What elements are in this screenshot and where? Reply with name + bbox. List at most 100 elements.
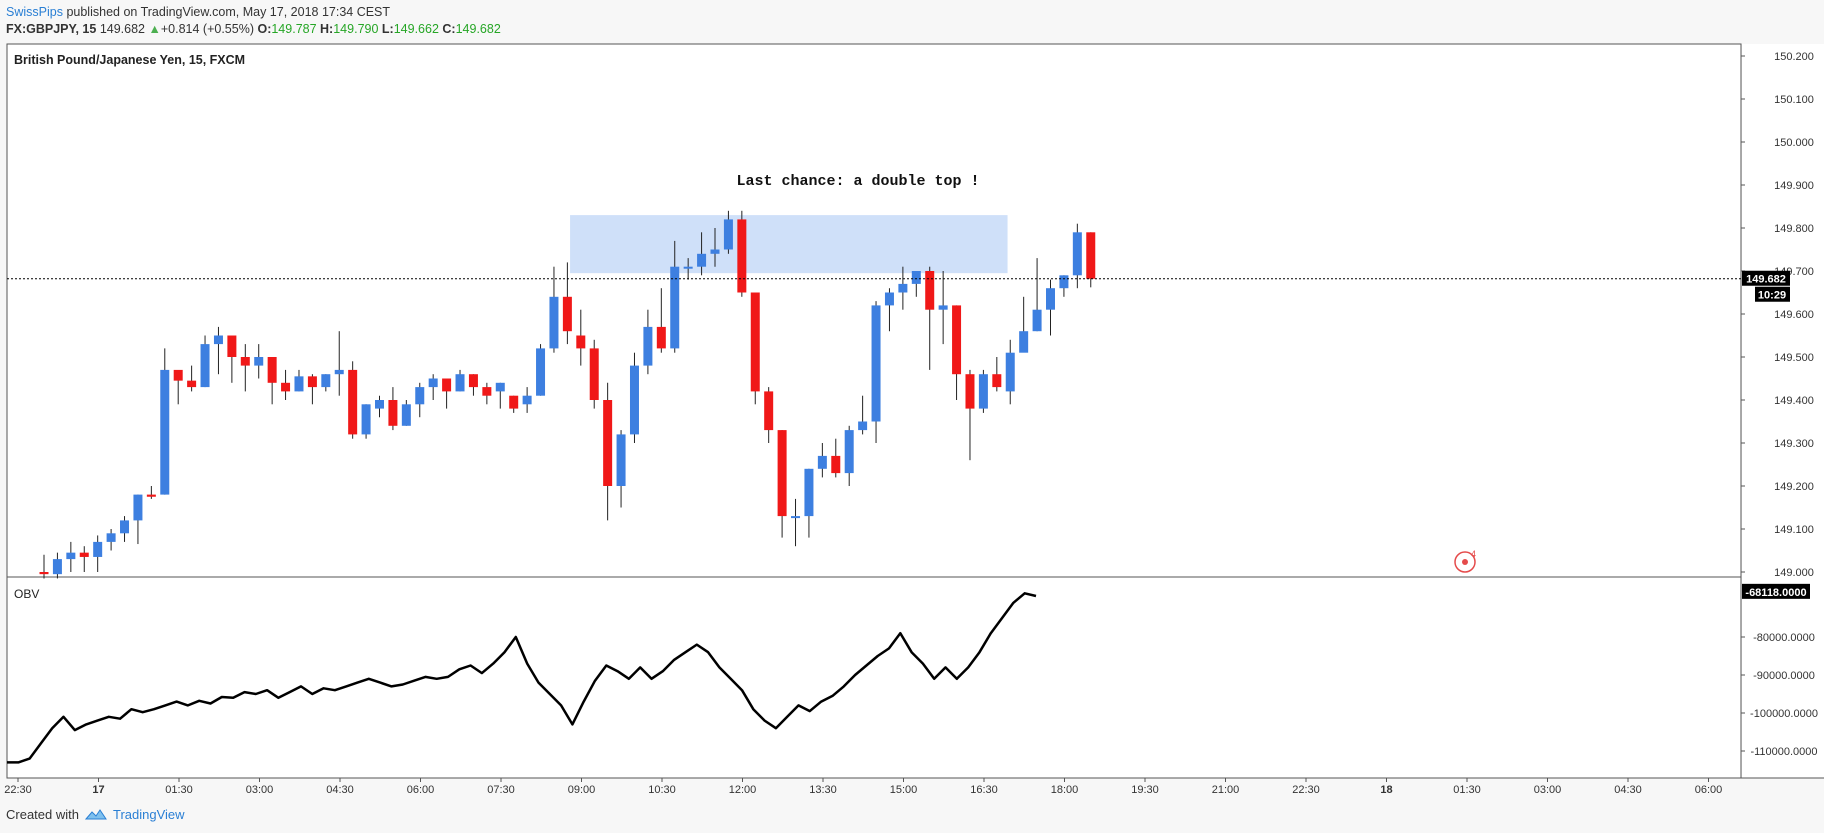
candle-body: [146, 494, 156, 497]
time-tick-label: 01:30: [165, 784, 193, 796]
time-tick-label: 18: [1380, 784, 1392, 796]
time-tick-label: 19:30: [1131, 784, 1159, 796]
time-tick-label: 17: [92, 784, 104, 796]
low-value: 149.662: [393, 22, 439, 36]
candle-body: [562, 296, 572, 332]
obv-tick-label: -80000.0000: [1753, 632, 1815, 644]
candle-body: [240, 357, 250, 366]
candle-body: [1059, 275, 1069, 289]
last-price-label: 149.682: [1746, 274, 1786, 286]
time-tick-label: 06:00: [407, 784, 435, 796]
time-tick-label: 15:00: [890, 784, 918, 796]
candle-body: [858, 421, 868, 431]
candle-body: [455, 374, 465, 392]
countdown-box: [1755, 286, 1790, 302]
candle-body: [428, 378, 438, 388]
candle-body: [804, 468, 814, 517]
candle-body: [106, 533, 116, 542]
candle-body: [321, 374, 331, 388]
alert-marker-icon[interactable]: 4: [1454, 549, 1476, 573]
candle-body: [200, 344, 210, 388]
price-tick-label: 150.100: [1774, 94, 1814, 106]
author-link[interactable]: SwissPips: [6, 5, 63, 19]
obv-tick-label: -100000.0000: [1750, 708, 1818, 720]
candle-body: [844, 430, 854, 474]
candle-body: [227, 335, 237, 357]
price-tick-label: 150.200: [1774, 51, 1814, 63]
low-label: L:: [381, 22, 394, 36]
close-label: C:: [442, 22, 456, 36]
time-tick-label: 09:00: [568, 784, 596, 796]
candle-body: [764, 391, 774, 431]
open-value: 149.787: [271, 22, 317, 36]
high-label: H:: [320, 22, 334, 36]
candle-body: [348, 369, 358, 435]
price-tick-label: 149.500: [1774, 352, 1814, 364]
time-tick-label: 16:30: [970, 784, 998, 796]
candle-body: [522, 395, 532, 405]
candle-body: [281, 382, 291, 392]
candle-body: [173, 369, 183, 381]
candle-body: [213, 335, 223, 345]
price-tick-label: 149.600: [1774, 309, 1814, 321]
candle-body: [1032, 309, 1042, 332]
chart-canvas[interactable]: 150.200 150.100 150.000 149.900 149.800 149.7…: [0, 0, 1824, 800]
high-value: 149.790: [333, 22, 379, 36]
obv-line: [7, 592, 1037, 764]
candle-body: [898, 283, 908, 293]
candle-body: [884, 292, 894, 306]
candle-body: [643, 326, 653, 366]
obv-tick-label: -90000.0000: [1753, 670, 1815, 682]
chart-title: British Pound/Japanese Yen, 15, FXCM: [14, 53, 245, 67]
price-value: 149.682: [99, 22, 145, 36]
candle-body: [911, 271, 921, 284]
candle-body: [388, 400, 398, 426]
candle-body: [160, 369, 170, 495]
close-value: 149.682: [455, 22, 501, 36]
double-top-zone: [570, 215, 1008, 274]
obv-last-label: -68118.0000: [1745, 587, 1806, 599]
price-tick-label: 149.000: [1774, 567, 1814, 579]
chart-header: SwissPips published on TradingView.com, …: [6, 4, 501, 36]
candle-body: [616, 434, 626, 486]
candle-body: [710, 249, 720, 254]
candle-body: [415, 387, 425, 405]
price-tick-label: 149.300: [1774, 438, 1814, 450]
publish-line: SwissPips published on TradingView.com, …: [6, 4, 390, 20]
price-tick-label: 149.200: [1774, 481, 1814, 493]
candle-body: [1072, 232, 1082, 276]
price-tick-label: 149.900: [1774, 180, 1814, 192]
last-price-box: [1742, 270, 1790, 286]
price-tick-label: 150.000: [1774, 137, 1814, 149]
time-tick-label: 13:30: [809, 784, 837, 796]
candle-body: [978, 374, 988, 409]
candle-body: [697, 253, 707, 267]
candle-body: [589, 348, 599, 400]
time-tick-label: 22:30: [4, 784, 32, 796]
time-tick-label: 12:00: [729, 784, 757, 796]
created-with-label: Created with: [6, 807, 79, 822]
time-tick-label: 04:30: [1614, 784, 1642, 796]
obv-label: OBV: [14, 587, 39, 601]
candle-body: [495, 382, 505, 392]
candle-body: [79, 552, 89, 557]
up-arrow-icon: ▲: [148, 22, 161, 36]
candle-body: [791, 516, 801, 519]
candle-body: [831, 455, 841, 474]
candle-body: [952, 305, 962, 375]
candle-body: [536, 348, 546, 396]
price-tick-label: 149.800: [1774, 223, 1814, 235]
publish-info: published on TradingView.com, May 17, 20…: [66, 5, 391, 19]
tradingview-link[interactable]: TradingView: [112, 807, 185, 822]
time-tick-label: 21:00: [1212, 784, 1240, 796]
candle-body: [629, 365, 639, 435]
candle-body: [375, 400, 384, 409]
obv-tick-label: -110000.0000: [1750, 746, 1817, 758]
time-tick-label: 04:30: [326, 784, 354, 796]
candle-body: [482, 387, 492, 396]
footer: Created with TradingView: [6, 807, 185, 822]
candle-body: [52, 559, 62, 575]
candle-body: [307, 376, 317, 388]
candle-body: [361, 404, 371, 435]
candle-body: [683, 266, 693, 269]
